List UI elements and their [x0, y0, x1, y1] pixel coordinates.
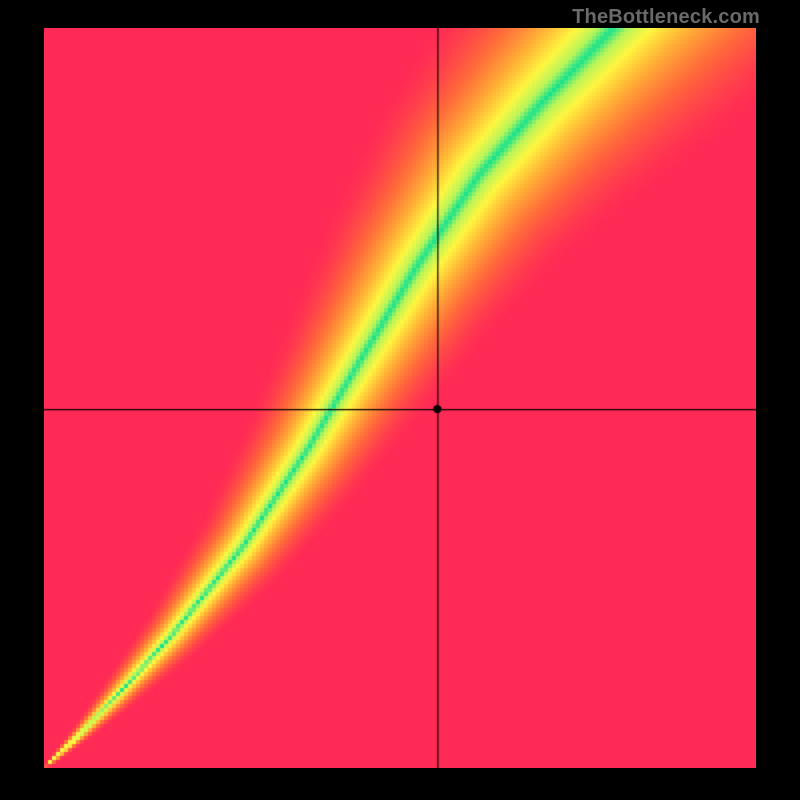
chart-frame: { "watermark": { "text": "TheBottleneck.…: [0, 0, 800, 800]
crosshair-overlay: [44, 28, 756, 768]
watermark-text: TheBottleneck.com: [572, 6, 760, 29]
